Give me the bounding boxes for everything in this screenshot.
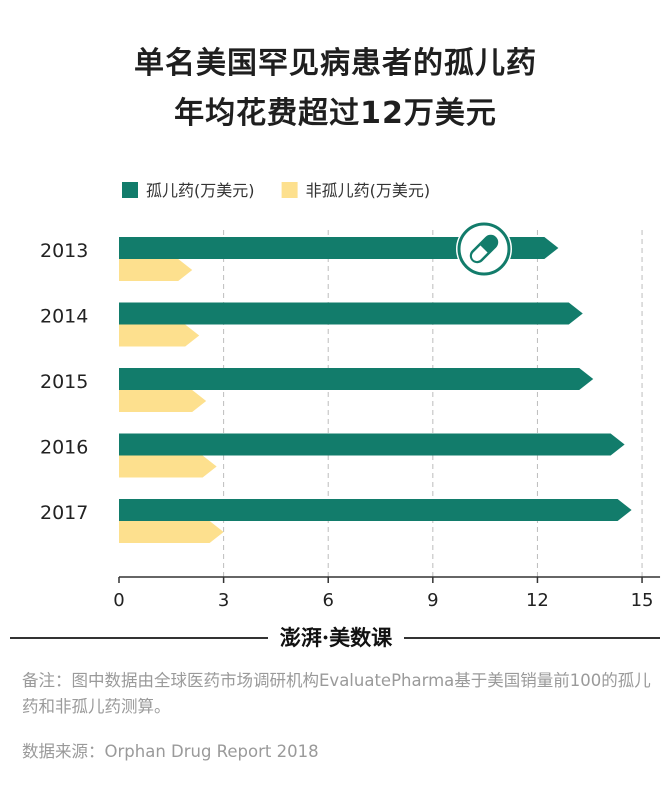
year-label-2017: 2017 (40, 502, 88, 524)
bar-non-orphan-2013 (119, 259, 193, 281)
pill-icon (469, 234, 499, 264)
x-tick-label-15: 15 (631, 590, 654, 610)
legend-swatch-0 (122, 182, 138, 198)
bar-orphan-2013 (119, 237, 559, 259)
year-label-2016: 2016 (40, 437, 88, 459)
bar-orphan-2017 (119, 499, 632, 521)
bar-non-orphan-2015 (119, 390, 207, 412)
x-tick-label-0: 0 (113, 590, 124, 610)
divider-right (404, 637, 660, 639)
divider-left (10, 637, 268, 639)
legend-label-0: 孤儿药(万美元) (146, 181, 255, 200)
logo-section: 美数课 (329, 625, 393, 650)
bar-non-orphan-2014 (119, 324, 200, 347)
chart-title-line-1: 单名美国罕见病患者的孤儿药 (134, 46, 537, 81)
logo-bar: 澎湃·美数课 (0, 620, 671, 650)
bar-orphan-2015 (119, 368, 594, 390)
footnote: 备注：图中数据由全球医药市场调研机构EvaluatePharma基于美国销量前1… (22, 671, 651, 716)
logo-brand: 澎湃 (279, 625, 322, 650)
year-label-2013: 2013 (40, 240, 88, 262)
bar-chart: 孤儿药(万美元) 非孤儿药(万美元) 2013 2014 2015 2016 2017 0 3 6… (40, 181, 661, 610)
legend-label-1: 非孤儿药(万美元) (306, 181, 431, 200)
bar-non-orphan-2017 (119, 521, 224, 543)
brand-logo: 澎湃·美数课 (272, 622, 400, 652)
legend-swatch-1 (281, 182, 298, 198)
bar-orphan-2014 (119, 302, 583, 325)
x-tick-label-9: 9 (427, 590, 438, 610)
x-tick-label-12: 12 (526, 590, 549, 610)
year-label-2014: 2014 (40, 306, 88, 328)
chart-title-line-2: 年均花费超过12万美元 (174, 96, 497, 131)
bar-orphan-2016 (119, 433, 625, 456)
x-tick-label-3: 3 (218, 590, 229, 610)
logo-dot: · (321, 625, 330, 650)
pill-half (471, 245, 488, 262)
pill-icon-ring (457, 222, 511, 276)
year-label-2015: 2015 (40, 371, 88, 393)
bar-non-orphan-2016 (119, 455, 217, 478)
data-source: 数据来源：Orphan Drug Report 2018 (22, 742, 319, 761)
x-tick-label-6: 6 (322, 590, 333, 610)
